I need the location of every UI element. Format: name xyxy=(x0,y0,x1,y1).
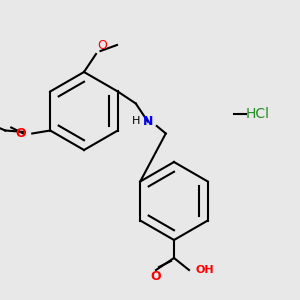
Text: OH: OH xyxy=(195,265,214,275)
Text: H: H xyxy=(132,116,140,127)
Text: HCl: HCl xyxy=(246,107,270,121)
Text: O: O xyxy=(16,127,26,140)
Text: O: O xyxy=(98,40,107,52)
Text: N: N xyxy=(142,115,153,128)
Text: O: O xyxy=(151,269,161,283)
